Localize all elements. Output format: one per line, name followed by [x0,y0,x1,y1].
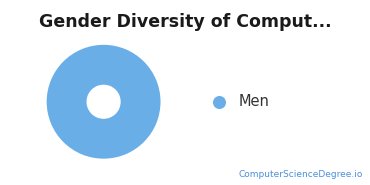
Point [216,100,222,103]
Text: Men: Men [239,94,269,109]
Text: ComputerScienceDegree.io: ComputerScienceDegree.io [238,170,363,179]
Text: Gender Diversity of Comput...: Gender Diversity of Comput... [39,13,331,31]
Wedge shape [47,45,161,159]
